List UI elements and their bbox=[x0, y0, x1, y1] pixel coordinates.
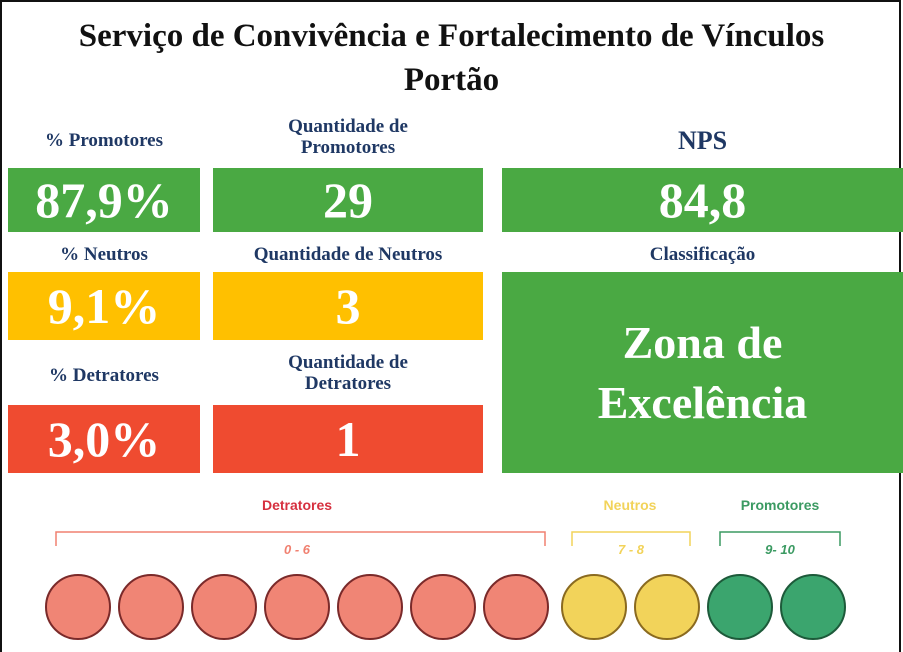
card-value: 3,0% bbox=[8, 405, 200, 473]
card-label: % Neutros bbox=[60, 243, 148, 265]
subtitle: Portão bbox=[403, 62, 500, 98]
scale-name: Promotores bbox=[741, 497, 820, 513]
faces bbox=[45, 574, 846, 640]
bracket bbox=[719, 531, 841, 546]
card-label: NPS bbox=[677, 125, 728, 155]
scale-name: Neutros bbox=[604, 497, 657, 513]
card-value: 29 bbox=[213, 168, 483, 232]
card-label: Quantidade de Promotores bbox=[288, 116, 408, 158]
card-value: 87,9% bbox=[8, 168, 200, 232]
title: Serviço de Convivência e Fortalecimento … bbox=[78, 18, 825, 54]
card-value: 1 bbox=[213, 405, 483, 473]
scale-range: 9- 10 bbox=[765, 542, 795, 557]
card-label: Classificação bbox=[649, 243, 756, 265]
card-value: 84,8 bbox=[502, 168, 903, 232]
scale-name: Detratores bbox=[262, 497, 332, 513]
card-value: 3 bbox=[213, 272, 483, 340]
scale-range: 0 - 6 bbox=[284, 542, 311, 557]
scale-range: 7 - 8 bbox=[618, 542, 645, 557]
card-label: Quantidade de Detratores bbox=[288, 352, 408, 394]
card-value: 9,1% bbox=[8, 272, 200, 340]
card-label: Quantidade de Neutros bbox=[253, 243, 443, 265]
card-label: % Promotores bbox=[44, 129, 164, 151]
nps-scale: Detratores Neutros Promotores 0 - 6 7 - … bbox=[45, 497, 846, 640]
bracket bbox=[55, 531, 546, 546]
card-value: Zona de Excelência bbox=[502, 272, 903, 473]
bracket bbox=[571, 531, 691, 546]
card-label: % Detratores bbox=[49, 364, 159, 386]
